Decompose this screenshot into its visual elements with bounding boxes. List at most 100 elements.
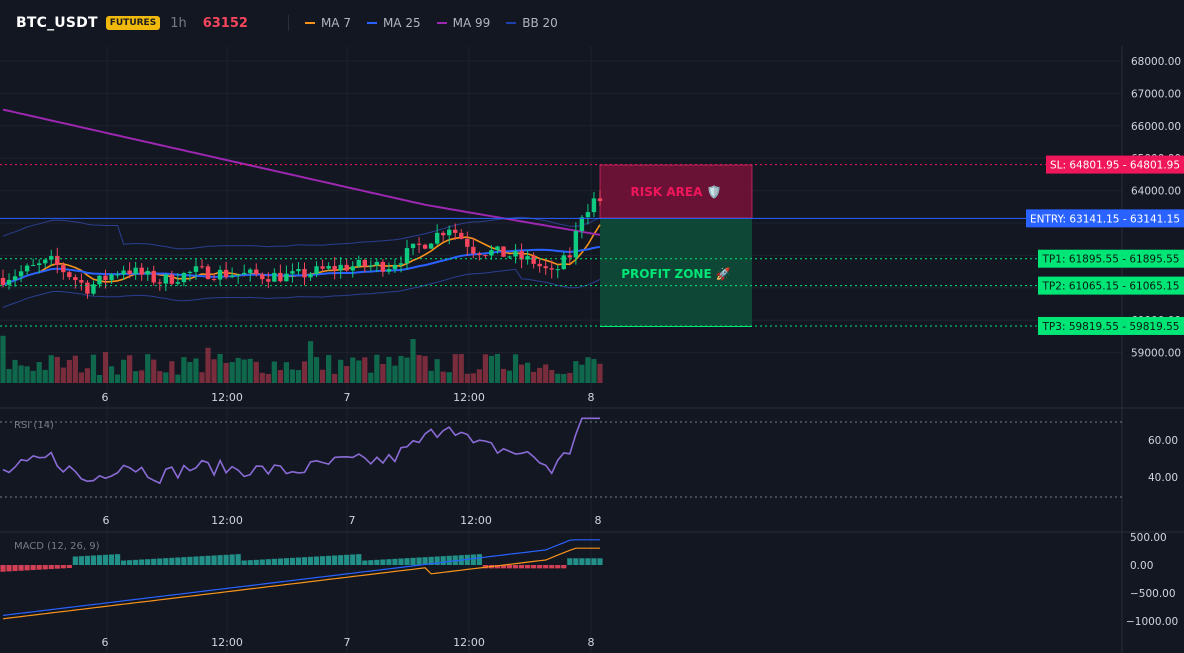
candle-body[interactable] xyxy=(404,248,410,264)
candle-body[interactable] xyxy=(175,282,181,284)
candle-body[interactable] xyxy=(368,265,374,267)
candle-body[interactable] xyxy=(103,275,108,281)
candle-body[interactable] xyxy=(338,264,343,271)
ma25-line[interactable] xyxy=(2,245,601,286)
candle-body[interactable] xyxy=(477,253,482,256)
candle-body[interactable] xyxy=(217,269,223,280)
candle-body[interactable] xyxy=(181,272,187,283)
candle-body[interactable] xyxy=(91,284,96,294)
candle-body[interactable] xyxy=(127,270,132,275)
candle-body[interactable] xyxy=(145,270,150,275)
tp2-tag[interactable]: TP2: 61065.15 - 61065.15 xyxy=(1038,276,1184,295)
candle-body[interactable] xyxy=(459,232,464,239)
candle-body[interactable] xyxy=(453,229,458,233)
candle-body[interactable] xyxy=(36,263,42,266)
candle-body[interactable] xyxy=(561,255,566,270)
candle-body[interactable] xyxy=(585,212,591,218)
candle-body[interactable] xyxy=(555,269,560,271)
legend-ma99[interactable]: MA 99 xyxy=(436,16,490,30)
candle-body[interactable] xyxy=(30,265,36,267)
candle-body[interactable] xyxy=(543,266,548,269)
candle-body[interactable] xyxy=(6,279,12,285)
candle-body[interactable] xyxy=(428,243,434,249)
candle-body[interactable] xyxy=(374,261,380,266)
candle-body[interactable] xyxy=(597,198,603,202)
candle-body[interactable] xyxy=(260,274,265,280)
macd-line[interactable] xyxy=(2,539,600,616)
candle-body[interactable] xyxy=(85,282,90,294)
price-axis[interactable]: 68000.0067000.0066000.0065000.0064000.00… xyxy=(1131,56,1181,360)
candle-body[interactable] xyxy=(296,268,301,272)
candle-body[interactable] xyxy=(139,267,144,275)
candle-body[interactable] xyxy=(12,276,18,280)
tp1-tag[interactable]: TP1: 61895.55 - 61895.55 xyxy=(1038,249,1184,268)
candle-body[interactable] xyxy=(434,232,440,244)
candle-body[interactable] xyxy=(350,266,355,271)
candle-body[interactable] xyxy=(199,266,205,268)
candle-body[interactable] xyxy=(235,274,241,276)
candle-body[interactable] xyxy=(284,273,289,282)
candle-body[interactable] xyxy=(109,274,114,281)
candle-body[interactable] xyxy=(133,267,138,275)
candle-body[interactable] xyxy=(151,270,156,283)
sl-tag[interactable]: SL: 64801.95 - 64801.95 xyxy=(1046,155,1184,174)
candle-body[interactable] xyxy=(501,246,506,257)
candle-body[interactable] xyxy=(489,250,494,256)
candle-body[interactable] xyxy=(483,255,488,257)
candle-body[interactable] xyxy=(308,274,313,278)
candle-body[interactable] xyxy=(573,231,579,258)
candle-body[interactable] xyxy=(525,256,530,260)
price-pane[interactable] xyxy=(0,46,1122,384)
candle-body[interactable] xyxy=(392,264,398,270)
candle-body[interactable] xyxy=(591,198,597,213)
risk-area-zone[interactable]: RISK AREA 🛡️ xyxy=(599,164,753,219)
candle-body[interactable] xyxy=(344,264,349,271)
candle-body[interactable] xyxy=(537,263,542,267)
candle-body[interactable] xyxy=(97,275,102,285)
candle-body[interactable] xyxy=(272,272,277,282)
ma99-line[interactable] xyxy=(2,108,601,236)
rsi-line[interactable] xyxy=(2,417,600,485)
candle-body[interactable] xyxy=(332,266,337,271)
candle-body[interactable] xyxy=(67,272,72,278)
candle-body[interactable] xyxy=(386,269,392,272)
candle-body[interactable] xyxy=(567,255,573,258)
candle-body[interactable] xyxy=(163,274,169,284)
legend-bb20[interactable]: BB 20 xyxy=(506,16,558,30)
candle-body[interactable] xyxy=(24,265,30,272)
candle-body[interactable] xyxy=(290,271,295,274)
candle-body[interactable] xyxy=(73,277,78,281)
candle-body[interactable] xyxy=(79,280,84,283)
candle-body[interactable] xyxy=(513,251,518,257)
candle-body[interactable] xyxy=(519,251,524,260)
candle-body[interactable] xyxy=(18,271,24,277)
candle-body[interactable] xyxy=(422,244,428,249)
symbol-name[interactable]: BTC_USDT xyxy=(16,15,98,31)
candle-body[interactable] xyxy=(193,266,199,272)
candle-body[interactable] xyxy=(61,265,66,273)
candle-body[interactable] xyxy=(398,263,404,265)
candle-body[interactable] xyxy=(115,274,120,276)
candle-body[interactable] xyxy=(55,256,60,266)
candle-body[interactable] xyxy=(465,238,470,247)
candle-body[interactable] xyxy=(410,243,416,249)
candle-body[interactable] xyxy=(416,243,422,245)
candle-body[interactable] xyxy=(579,217,585,232)
legend-ma25[interactable]: MA 25 xyxy=(366,16,421,30)
candle-body[interactable] xyxy=(242,272,247,275)
candle-body[interactable] xyxy=(356,259,361,267)
candle-body[interactable] xyxy=(380,261,386,272)
macd-signal-line[interactable] xyxy=(2,547,600,620)
candle-body[interactable] xyxy=(507,256,512,258)
legend-ma7[interactable]: MA 7 xyxy=(304,16,351,30)
candle-body[interactable] xyxy=(440,232,446,236)
candle-body[interactable] xyxy=(157,282,162,284)
candle-body[interactable] xyxy=(187,271,193,273)
timeframe-label[interactable]: 1h xyxy=(170,15,187,31)
candle-body[interactable] xyxy=(326,266,331,269)
candle-body[interactable] xyxy=(254,269,259,275)
candle-body[interactable] xyxy=(49,256,54,260)
candle-body[interactable] xyxy=(495,246,500,251)
candle-body[interactable] xyxy=(205,266,211,279)
